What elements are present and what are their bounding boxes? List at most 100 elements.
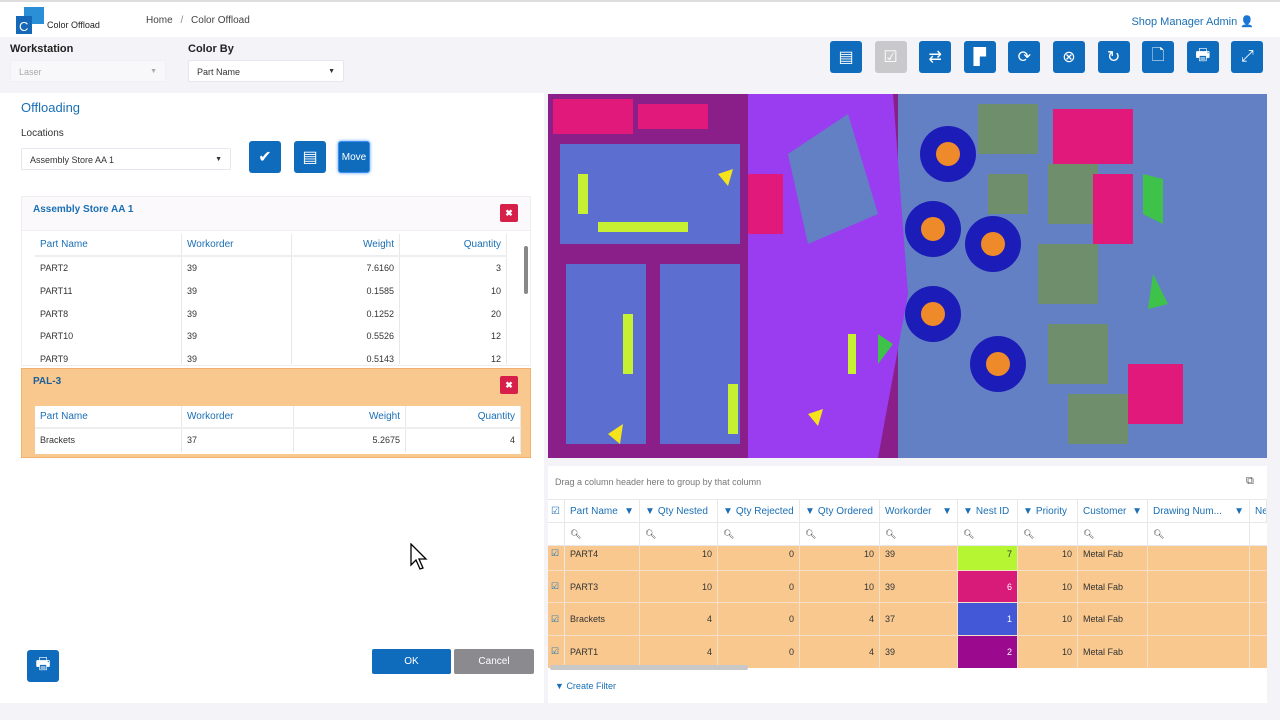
- print-button[interactable]: 🖶: [1186, 41, 1219, 73]
- filter-icon[interactable]: ▼: [1234, 505, 1244, 517]
- confirm-button[interactable]: ✔: [249, 141, 281, 173]
- table-cell: 7.6160: [292, 257, 400, 280]
- search-icon[interactable]: 🔍︎: [718, 523, 800, 545]
- filter-icon[interactable]: ▼: [645, 505, 655, 517]
- search-icon[interactable]: 🔍︎: [1148, 523, 1250, 545]
- rotate-button[interactable]: ↻: [1097, 41, 1130, 73]
- row-checkbox[interactable]: ☑: [548, 636, 565, 668]
- table-row[interactable]: PART11 39 0.1585 10: [35, 279, 507, 303]
- column-header-label: Qty Nested: [657, 505, 708, 517]
- table-cell: 39: [182, 279, 292, 303]
- swap-button[interactable]: ⇄: [919, 41, 952, 73]
- filter-icon[interactable]: ▼: [805, 505, 815, 517]
- top-bar: C Color Offload Home / Color Offload Sho…: [0, 0, 1280, 37]
- grid-row[interactable]: ☑ PART1 4 0 4 39 2 10 Metal Fab: [548, 636, 1267, 668]
- select-all-checkbox[interactable]: ☑: [548, 500, 565, 522]
- row-checkbox[interactable]: ☑: [548, 570, 565, 603]
- column-header[interactable]: Quantity: [406, 406, 521, 427]
- user-menu[interactable]: Shop Manager Admin 👤: [1131, 15, 1254, 28]
- table-row[interactable]: PART10 39 0.5526 12: [35, 325, 507, 348]
- table-cell: 0.1252: [292, 302, 400, 326]
- search-icon[interactable]: 🔍︎: [1078, 523, 1148, 545]
- column-header[interactable]: ▼ Priority: [1018, 500, 1078, 522]
- column-header[interactable]: Part Name ▼: [565, 500, 640, 522]
- close-icon: ✖: [505, 379, 513, 390]
- filter-icon[interactable]: ▼: [1132, 505, 1142, 517]
- nest-id-cell: 2: [958, 636, 1018, 668]
- grid-row[interactable]: ☑ PART3 10 0 10 39 6 10 Metal Fab: [548, 570, 1267, 604]
- refresh-button[interactable]: ⟳: [1008, 41, 1041, 73]
- search-icon[interactable]: 🔍︎: [958, 523, 1018, 545]
- column-header[interactable]: Drawing Num... ▼: [1148, 500, 1250, 522]
- app-logo: C: [16, 7, 44, 34]
- grid-row[interactable]: ☑ PART4 10 0 10 39 7 10 Metal Fab: [548, 546, 1267, 571]
- pallet-icon: ▤: [302, 149, 318, 166]
- search-icon[interactable]: 🔍︎: [565, 523, 640, 545]
- column-header[interactable]: Workorder: [182, 234, 292, 255]
- filter-icon[interactable]: ▼: [723, 505, 733, 517]
- column-header[interactable]: Quantity: [400, 234, 507, 255]
- grid-cell: PART1: [565, 636, 640, 668]
- column-header[interactable]: Weight: [294, 406, 406, 427]
- expand-button[interactable]: ⤢: [1231, 41, 1264, 73]
- checkbox-button[interactable]: ☑: [874, 41, 907, 73]
- table-row[interactable]: PART8 39 0.1252 20: [35, 302, 507, 326]
- ok-button[interactable]: OK: [372, 649, 451, 674]
- grid-cell: 0: [718, 603, 800, 636]
- column-header[interactable]: Workorder ▼: [880, 500, 958, 522]
- column-header[interactable]: Ne: [1250, 500, 1267, 522]
- color-by-select[interactable]: Part Name ▼: [188, 60, 344, 82]
- horizontal-scrollbar[interactable]: [550, 665, 748, 670]
- filter-icon[interactable]: ▼: [942, 505, 952, 517]
- pallet-card: PAL-3 ✖ Part Name Workorder Weight Quantity…: [21, 368, 531, 458]
- table-row[interactable]: PART2 39 7.6160 3: [35, 257, 507, 280]
- grid-row[interactable]: ☑ Brackets 4 0 4 37 1 10 Metal Fab: [548, 603, 1267, 637]
- search-icon[interactable]: 🔍︎: [640, 523, 718, 545]
- table-cell: PART9: [35, 347, 182, 364]
- remove-card-button[interactable]: ✖: [500, 204, 518, 222]
- pallet-button[interactable]: ▤: [294, 141, 326, 173]
- workstation-label: Workstation: [10, 43, 74, 55]
- breadcrumb-home[interactable]: Home: [146, 15, 173, 26]
- column-header[interactable]: ▼ Qty Rejected: [718, 500, 800, 522]
- filter-icon[interactable]: ▼: [624, 505, 634, 517]
- grid-cell: Metal Fab: [1078, 636, 1148, 668]
- filter-row-spacer: [548, 523, 565, 545]
- filter-icon[interactable]: ▼: [1023, 505, 1033, 517]
- document-button[interactable]: 🗋: [1142, 41, 1175, 73]
- column-header[interactable]: ▼ Qty Nested: [640, 500, 718, 522]
- workstation-select[interactable]: Laser ▼: [10, 60, 166, 82]
- column-header-label: Part Name: [570, 505, 618, 517]
- remove-card-button[interactable]: ✖: [500, 376, 518, 394]
- nest-preview[interactable]: [548, 94, 1267, 458]
- table-cell: 39: [182, 325, 292, 348]
- create-filter-button[interactable]: ▼ Create Filter: [555, 681, 616, 691]
- location-select[interactable]: Assembly Store AA 1 ▼: [21, 148, 231, 170]
- print-button[interactable]: 🖶: [27, 650, 59, 682]
- grid-cell: 10: [1018, 546, 1078, 570]
- table-row[interactable]: Brackets 37 5.2675 4: [35, 429, 521, 452]
- move-button[interactable]: Move: [338, 141, 370, 173]
- table-row[interactable]: PART9 39 0.5143 12: [35, 347, 507, 364]
- column-header[interactable]: Weight: [292, 234, 400, 255]
- table-cell: 10: [400, 279, 507, 303]
- column-header[interactable]: Part Name: [35, 234, 182, 255]
- search-icon[interactable]: 🔍︎: [800, 523, 880, 545]
- column-header[interactable]: Workorder: [182, 406, 294, 427]
- column-chooser-icon[interactable]: ⧉: [1246, 475, 1254, 487]
- search-icon[interactable]: 🔍︎: [1018, 523, 1078, 545]
- column-header[interactable]: Customer ▼: [1078, 500, 1148, 522]
- part-remove-button[interactable]: ⊗: [1052, 41, 1085, 73]
- toolbar: ▤ ☑ ⇄ ▛ ⟳ ⊗ ↻ 🗋 🖶 ⤢: [830, 41, 1264, 73]
- row-checkbox[interactable]: ☑: [548, 546, 565, 570]
- filter-icon[interactable]: ▼: [963, 505, 973, 517]
- pallet-button[interactable]: ▤: [830, 41, 862, 73]
- search-icon[interactable]: 🔍︎: [880, 523, 958, 545]
- column-header[interactable]: ▼ Nest ID: [958, 500, 1018, 522]
- cancel-button[interactable]: Cancel: [454, 649, 534, 674]
- layout-button[interactable]: ▛: [963, 41, 996, 73]
- card-scrollbar[interactable]: [524, 234, 530, 364]
- column-header[interactable]: ▼ Qty Ordered: [800, 500, 880, 522]
- column-header[interactable]: Part Name: [35, 406, 182, 427]
- row-checkbox[interactable]: ☑: [548, 603, 565, 636]
